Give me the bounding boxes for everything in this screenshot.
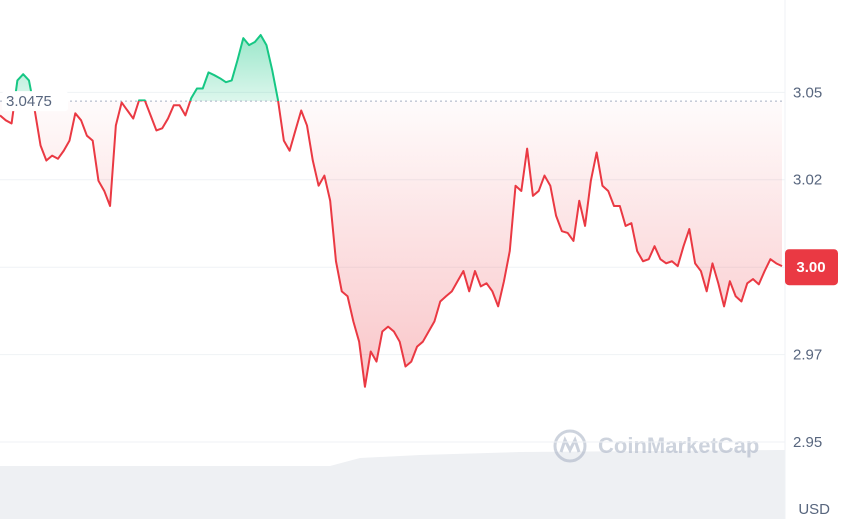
current-price-badge <box>785 249 838 286</box>
watermark-text: CoinMarketCap <box>598 433 759 458</box>
y-tick-label: 3.00 <box>796 259 825 276</box>
y-tick-label: 3.05 <box>793 84 822 101</box>
volume-backdrop <box>0 450 785 519</box>
y-tick-label: 3.02 <box>793 172 822 189</box>
y-tick-label: 2.97 <box>793 347 822 364</box>
baseline-label: 3.0475 <box>6 93 52 110</box>
watermark-logo-mark <box>559 436 581 454</box>
area-fill <box>0 34 782 387</box>
baseline-label-bg <box>2 91 68 112</box>
watermark: CoinMarketCap <box>553 429 759 463</box>
watermark-logo <box>553 429 587 463</box>
currency-label: USD <box>798 501 830 518</box>
y-tick-label: 2.95 <box>793 434 822 451</box>
price-line <box>0 33 783 388</box>
